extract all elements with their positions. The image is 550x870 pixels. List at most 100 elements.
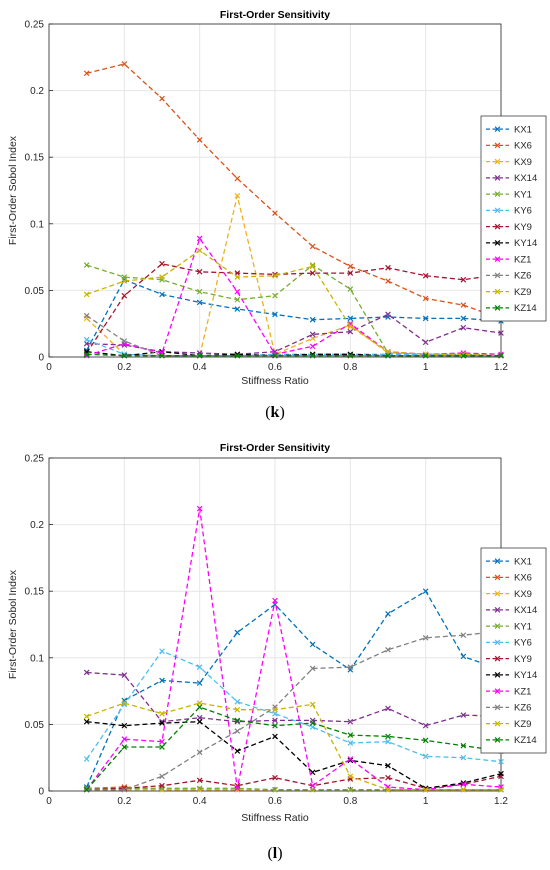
series-line-ky6 <box>86 650 502 763</box>
data-point-marker <box>83 291 90 298</box>
legend-item-kx9: KX9 <box>486 589 532 600</box>
legend-label: KZ14 <box>514 303 537 314</box>
data-point-marker <box>159 648 165 654</box>
legend-label: KY9 <box>514 654 532 665</box>
legend-marker-swatch <box>494 158 501 165</box>
caption-close-paren: ) <box>277 845 282 862</box>
legend-label: KX1 <box>514 124 532 135</box>
data-point-marker <box>272 733 278 740</box>
data-point-marker <box>196 718 203 725</box>
data-point-marker <box>159 773 165 780</box>
data-point-marker <box>498 770 504 777</box>
legend-item-ky1: KY1 <box>486 189 532 200</box>
data-point-marker <box>309 352 316 359</box>
legend-item-kx14: KX14 <box>486 605 537 616</box>
data-point-marker <box>385 278 391 284</box>
data-point-marker <box>347 786 354 793</box>
data-point-marker <box>83 713 90 720</box>
legend-item-kz14: KZ14 <box>486 735 537 746</box>
data-point-marker <box>309 782 316 789</box>
data-point-marker <box>234 785 241 792</box>
data-point-marker <box>460 781 467 788</box>
series-line-kx1 <box>86 590 502 788</box>
data-point-marker <box>385 352 391 359</box>
data-point-marker <box>121 701 128 708</box>
y-tick-label: 0.25 <box>25 20 45 31</box>
data-point-marker <box>196 137 203 143</box>
data-point-marker <box>83 336 90 343</box>
data-point-marker <box>422 722 429 729</box>
data-point-marker <box>347 263 354 270</box>
data-point-marker <box>196 704 203 710</box>
legend-marker-swatch <box>494 590 501 597</box>
legend-marker-swatch <box>494 305 501 311</box>
legend-item-ky9: KY9 <box>486 654 532 665</box>
legend-label: KY14 <box>514 670 537 681</box>
chart-panel-l: 0 0.2 0.4 0.6 0.8 1 1.2 0 0.05 0.1 0.15 0.2 0.25 Firs… <box>7 442 547 862</box>
series-kx1 <box>83 276 504 354</box>
y-tick-label: 0 <box>38 787 44 798</box>
caption-open-paren: ( <box>265 404 270 421</box>
y-tick-label: 0.15 <box>25 587 45 598</box>
legend-label: KZ9 <box>514 287 531 298</box>
data-point-marker <box>460 653 467 660</box>
data-point-marker <box>121 352 128 359</box>
legend-marker-swatch <box>494 175 501 181</box>
data-point-marker <box>272 706 278 713</box>
data-point-marker <box>272 292 278 299</box>
y-tick-label: 0.2 <box>30 86 44 97</box>
data-point-marker <box>196 749 203 756</box>
data-point-marker <box>121 672 128 678</box>
x-axis-label: Stiffness Ratio <box>241 375 309 387</box>
data-point-marker <box>309 270 316 276</box>
data-point-marker <box>309 343 316 350</box>
data-point-marker <box>385 646 391 653</box>
data-point-marker <box>347 328 354 335</box>
data-point-marker <box>385 311 391 318</box>
data-point-marker <box>159 677 165 684</box>
data-point-marker <box>272 786 278 793</box>
legend-label: KY1 <box>514 189 532 200</box>
data-point-marker <box>272 722 278 729</box>
legend-label: KY14 <box>514 238 537 249</box>
data-point-marker <box>498 786 504 793</box>
legend-label: KZ1 <box>514 686 531 697</box>
data-point-marker <box>83 351 90 358</box>
series-ky14 <box>83 718 504 792</box>
data-point-marker <box>309 243 316 250</box>
data-point-marker <box>309 720 316 726</box>
series-line-ky14 <box>86 721 502 789</box>
x-axis-label: Stiffness Ratio <box>241 812 309 824</box>
legend-label: KZ1 <box>514 254 531 265</box>
data-point-marker <box>422 339 429 346</box>
series-line-kz14 <box>86 706 502 791</box>
data-point-marker <box>272 352 278 359</box>
x-tick-label: 1.2 <box>494 796 508 807</box>
series-kx6 <box>83 61 504 322</box>
data-point-marker <box>347 323 354 330</box>
data-point-marker <box>309 665 316 672</box>
data-point-marker <box>422 295 429 302</box>
data-point-marker <box>159 782 165 789</box>
legend-marker-swatch <box>494 623 501 629</box>
data-point-marker <box>347 315 354 322</box>
data-point-marker <box>422 786 429 793</box>
data-point-marker <box>272 597 278 604</box>
x-tick-label: 0.6 <box>268 796 282 807</box>
data-point-marker <box>159 274 165 280</box>
data-point-marker <box>309 263 316 270</box>
data-point-marker <box>460 742 467 749</box>
data-point-marker <box>234 306 241 312</box>
legend-item-kx14: KX14 <box>486 173 537 184</box>
data-point-marker <box>234 698 241 705</box>
y-tick-label: 0.05 <box>25 286 45 297</box>
legend-marker-swatch <box>494 558 501 564</box>
y-tick-label: 0.1 <box>30 653 44 664</box>
legend-label: KX9 <box>514 157 532 168</box>
legend-marker-swatch <box>494 191 501 197</box>
y-axis-label: First-Order Sobol Index <box>7 135 19 245</box>
series-ky9 <box>83 260 504 356</box>
legend-box <box>480 547 547 754</box>
data-point-marker <box>234 728 241 734</box>
legend-item-kx6: KX6 <box>486 573 532 584</box>
